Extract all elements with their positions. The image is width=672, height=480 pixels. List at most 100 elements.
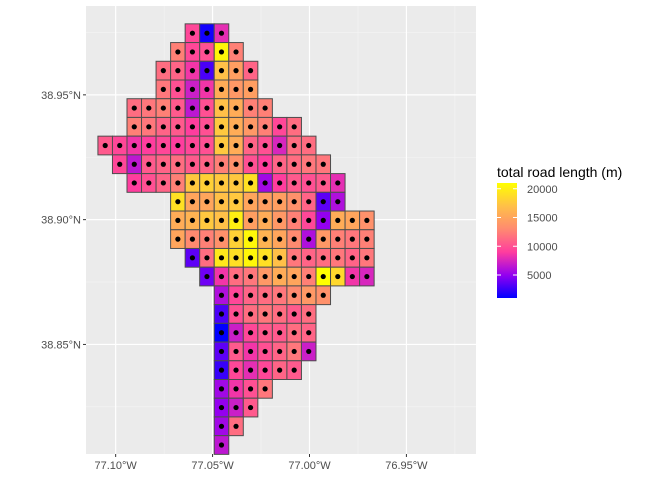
centroid-point [233,161,239,167]
centroid-point [306,217,312,223]
centroid-point [146,180,152,186]
centroid-point [335,255,341,261]
centroid-point [247,348,254,355]
centroid-point [277,330,283,336]
centroid-point [262,292,268,298]
centroid-point [160,105,166,111]
centroid-point [189,124,196,130]
centroid-point [320,161,326,167]
centroid-point [277,217,283,223]
centroid-point [160,68,166,74]
centroid-point [189,105,196,111]
centroid-point [335,180,341,186]
centroid-point [218,273,225,280]
centroid-point [291,142,297,149]
centroid-point [233,386,239,392]
centroid-point [175,124,181,130]
centroid-point [233,255,239,261]
x-axis: 77.10°W 77.05°W 77.00°W 76.95°W [95,454,428,472]
centroid-point [189,255,196,261]
centroid-point [277,292,283,298]
centroid-point [277,180,283,186]
centroid-point [175,217,181,223]
centroid-point [262,386,268,392]
centroid-point [146,161,152,167]
centroid-point [247,161,254,167]
centroid-point [247,367,254,373]
centroid-point [320,255,326,261]
centroid-point [306,330,312,336]
centroid-point [320,199,326,205]
centroid-point [204,105,210,111]
centroid-point [175,142,181,149]
centroid-point [262,273,268,280]
centroid-point [204,124,210,130]
centroid-point [218,105,225,111]
centroid-point [247,180,254,186]
centroid-point [247,105,254,111]
centroid-point [218,161,225,167]
colorbar-tick-label: 20000 [527,184,558,196]
centroid-point [218,124,225,130]
centroid-point [364,255,370,261]
centroid-point [218,68,225,74]
centroid-point [160,142,166,149]
centroid-point [204,68,210,74]
centroid-point [131,161,137,167]
centroid-point [349,273,355,280]
centroid-point [364,273,370,280]
centroid-point [218,348,225,355]
centroid-point [233,292,239,298]
centroid-point [204,49,210,55]
centroid-point [335,199,341,205]
centroid-point [277,255,283,261]
centroid-point [117,161,123,167]
centroid-point [175,86,181,92]
centroid-point [204,30,210,36]
centroid-point [247,124,254,130]
centroid-point [262,105,268,111]
centroid-point [306,273,312,280]
centroid-point [306,255,312,261]
centroid-point [277,367,283,373]
centroid-point [218,217,225,223]
centroid-point [291,255,297,261]
y-tick-label: 38.95°N [41,90,81,102]
centroid-point [335,273,341,280]
centroid-point [189,68,196,74]
centroid-point [291,199,297,205]
centroid-point [146,124,152,130]
centroid-point [189,161,196,167]
centroid-point [204,217,210,223]
legend-title: total road length (m) [497,164,622,180]
centroid-point [247,236,254,242]
centroid-point [277,348,283,355]
centroid-point [306,180,312,186]
centroid-point [218,255,225,261]
centroid-point [262,255,268,261]
centroid-point [218,236,225,242]
centroid-point [218,311,225,317]
centroid-point [218,367,225,373]
centroid-point [277,311,283,317]
centroid-point [320,273,326,280]
y-axis: 38.85°N 38.90°N 38.95°N [41,90,86,351]
centroid-point [218,442,225,448]
centroid-point [247,86,254,92]
centroid-point [131,180,137,186]
centroid-point [349,255,355,261]
centroid-point [233,348,239,355]
centroid-point [291,180,297,186]
centroid-point [233,49,239,55]
colorbar-tick-label: 15000 [527,213,558,225]
centroid-point [146,142,152,149]
colorbar [497,183,517,298]
centroid-point [291,348,297,355]
centroid-point [247,386,254,392]
centroid-point [247,68,254,74]
centroid-point [247,255,254,261]
centroid-point [189,180,196,186]
centroid-point [218,386,225,392]
centroid-point [262,236,268,242]
